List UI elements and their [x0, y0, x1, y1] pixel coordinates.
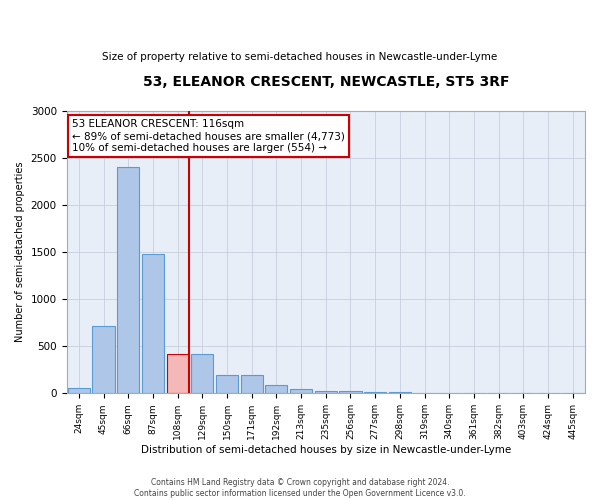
Y-axis label: Number of semi-detached properties: Number of semi-detached properties [15, 162, 25, 342]
Bar [241, 376, 263, 394]
Text: 53 ELEANOR CRESCENT: 116sqm
← 89% of semi-detached houses are smaller (4,773)
10: 53 ELEANOR CRESCENT: 116sqm ← 89% of sem… [72, 120, 344, 152]
Text: Size of property relative to semi-detached houses in Newcastle-under-Lyme: Size of property relative to semi-detach… [103, 52, 497, 62]
Bar [216, 376, 238, 394]
Bar [167, 354, 189, 394]
Title: 53, ELEANOR CRESCENT, NEWCASTLE, ST5 3RF: 53, ELEANOR CRESCENT, NEWCASTLE, ST5 3RF [143, 75, 509, 89]
Text: Contains HM Land Registry data © Crown copyright and database right 2024.
Contai: Contains HM Land Registry data © Crown c… [134, 478, 466, 498]
Bar [191, 354, 214, 394]
Bar [290, 388, 312, 394]
Bar [68, 388, 90, 394]
Bar [265, 386, 287, 394]
Bar [314, 390, 337, 394]
X-axis label: Distribution of semi-detached houses by size in Newcastle-under-Lyme: Distribution of semi-detached houses by … [140, 445, 511, 455]
Bar [142, 254, 164, 394]
Bar [340, 392, 362, 394]
Bar [364, 392, 386, 394]
Bar [389, 392, 411, 394]
Bar [92, 326, 115, 394]
Bar [117, 168, 139, 394]
